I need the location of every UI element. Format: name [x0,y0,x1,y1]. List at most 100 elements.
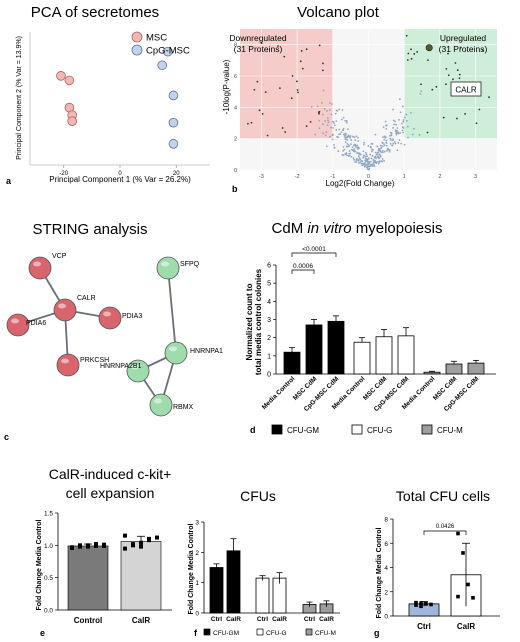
string-node-pdia3 [98,306,122,330]
cfus-category-label: Ctrl [304,616,315,623]
total-data-point [419,604,423,609]
pca-xtick-label: 0 [118,171,122,177]
volcano-point [380,151,383,154]
cfus-category-label: CalR [319,616,334,623]
cdm-bar [423,371,441,375]
volcano-point [355,159,358,161]
volcano-point-up [445,83,447,86]
string-node-vcp [28,256,52,280]
volcano-point-up [456,69,459,72]
pca-point [168,117,179,128]
volcano-point [352,149,354,152]
volcano-point [357,159,360,161]
panel-c: STRING analysis VCP CALR PDIA3 PDIA6 PRKCSH S… [4,221,223,442]
volcano-point [318,127,321,130]
total-data-point [429,602,433,607]
volcano-xtick-label: -3 [259,174,264,180]
volcano-point [383,150,386,153]
cfus-ytick-label: 1 [195,580,199,587]
volcano-point [371,165,374,168]
volcano-point [402,127,405,129]
cdm-significance-label: <0.0001 [302,246,326,253]
string-node-hnrnpa1 [164,341,188,365]
string-node-label: CALR [77,295,96,302]
volcano-point [392,126,395,129]
volcano-point-down [300,50,303,52]
volcano-point [342,145,345,148]
volcano-point [393,123,395,126]
volcano-point [336,135,339,138]
volcano-point [375,153,378,156]
volcano-point [340,131,343,134]
ckit-data-point [139,544,143,549]
string-node-shine [154,398,162,404]
volcano-point [383,135,386,138]
volcano-point [355,144,358,147]
volcano-point [383,144,386,147]
volcano-point [335,120,338,123]
volcano-point-up [427,59,429,62]
volcano-point [345,151,348,154]
volcano-point [364,164,367,166]
volcano-point [330,126,332,129]
ckit-ytick-label: 0.5 [44,575,53,582]
volcano-point [351,146,354,149]
cdm-significance-bracket [291,252,337,257]
ckit-data-point [131,542,135,547]
volcano-point [327,121,330,124]
volcano-point-up [416,51,419,53]
calr-label-box [450,81,482,97]
volcano-point [405,119,408,122]
volcano-ytick-label: 6 [234,74,237,80]
volcano-ytick-label: 4 [234,105,237,111]
volcano-point [396,129,399,132]
cfus-legend: CFU-GM CFU-G CFU-M [203,628,336,637]
string-edge [167,267,177,354]
cdm-bar [353,341,371,375]
panel-d: CdM in vitro myelopoiesis Normalized cou… [245,220,496,435]
volcano-point [325,145,328,148]
volcano-point [355,146,357,149]
volcano-point [341,109,344,111]
volcano-xtick-label: 2 [438,174,441,180]
string-node-shine [131,364,139,370]
volcano-point-up [405,34,408,37]
volcano-point [333,144,335,146]
volcano-point [399,111,402,114]
volcano-point-up [426,131,429,134]
volcano-point [386,147,389,150]
volcano-point-up [410,57,413,60]
volcano-point [374,151,377,154]
cdm-bar [283,351,301,375]
volcano-point-down [291,75,294,77]
volcano-point [385,124,387,127]
volcano-point [393,141,396,143]
volcano-point [378,160,381,162]
cdm-bar [445,363,463,375]
cdm-legend-label: CFU-M [437,426,463,435]
volcano-point [338,133,340,136]
volcano-point [391,144,394,147]
volcano-point [383,138,386,141]
volcano-xtick-label: -2 [295,174,300,180]
volcano-point [374,161,377,164]
volcano-point [378,153,381,156]
cfus-bar [209,567,224,614]
volcano-point [381,150,384,152]
upregulated-label: Upregulated [440,33,487,43]
cdm-significance-bracket [291,269,315,274]
volcano-point-down [295,80,298,83]
volcano-point [332,133,334,136]
volcano-point [321,113,324,116]
volcano-ytick-label: 2 [234,137,237,143]
volcano-point [344,136,347,139]
cdm-ytick-label: 5 [267,281,271,288]
volcano-point [370,150,373,153]
volcano-point [350,143,352,146]
volcano-point [400,142,403,145]
volcano-point [392,108,395,111]
cdm-legend-swatch [421,424,433,435]
volcano-point [380,147,383,150]
volcano-point [366,155,369,158]
